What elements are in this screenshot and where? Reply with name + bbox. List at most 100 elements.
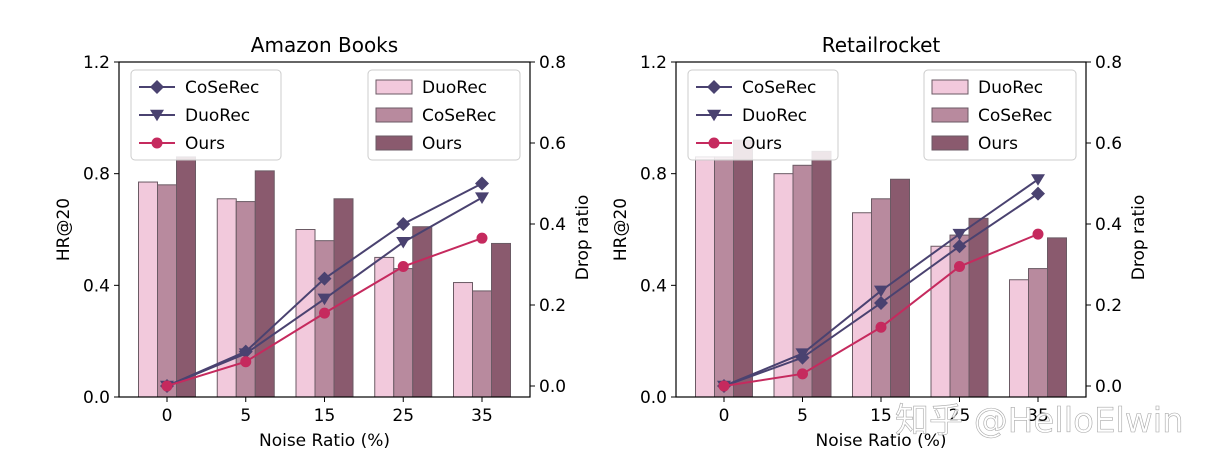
x-tick-label: 25 — [392, 406, 414, 426]
point-duorec-15 — [874, 285, 888, 298]
point-ours-35 — [476, 232, 488, 244]
bar-duorec-0 — [138, 181, 158, 398]
bar-duorec-35 — [1009, 279, 1029, 398]
bar-coserec-35 — [1028, 268, 1048, 398]
y2-tick-label: 0.4 — [1095, 215, 1122, 235]
y2-tick-label: 0.0 — [1095, 377, 1122, 397]
x-tick-label: 15 — [870, 406, 892, 426]
point-coserec-15 — [317, 271, 332, 286]
bar-duorec-25 — [930, 245, 951, 398]
legend-label-ours: Ours — [978, 134, 1018, 154]
x-tick-label: 35 — [471, 406, 493, 426]
y2-axis-label: Drop ratio — [1129, 195, 1149, 281]
point-duorec-25 — [396, 236, 411, 249]
bar-ours-35 — [491, 242, 511, 398]
y2-tick-label: 0.8 — [1095, 53, 1122, 73]
watermark: 知乎 @HelloElwin — [895, 401, 1184, 441]
point-duorec-25 — [952, 228, 967, 241]
y-tick-label: 1.2 — [640, 53, 667, 73]
chart-panel-2: 0.0 0.4 0.8 1.2 0.0 0.2 0.4 0.6 0.8 0 5 15 25 35 Retai… — [611, 33, 1149, 451]
point-ours-0 — [161, 380, 173, 392]
bar-duorec-35 — [453, 282, 473, 398]
y-tick-label: 0.4 — [83, 276, 110, 296]
point-coserec-35 — [1031, 186, 1045, 201]
legend-label-coserec: CoSeRec — [742, 78, 816, 98]
point-ours-15 — [319, 307, 330, 319]
chart-title: Amazon Books — [251, 33, 398, 57]
x-tick-label: 0 — [162, 406, 173, 426]
chart-panel-1: 0.0 0.4 0.8 1.2 0.0 0.2 0.4 0.6 0.8 0 5 15 25 35 Amazo… — [54, 33, 593, 451]
y2-tick-label: 0.6 — [1095, 134, 1122, 154]
point-ours-25 — [954, 261, 965, 273]
bar-coserec-0 — [157, 184, 177, 398]
x-tick-label: 25 — [949, 406, 971, 426]
bar-ours-25 — [968, 217, 989, 398]
bar-ours-35 — [1047, 237, 1067, 398]
legend-swatch-ours — [375, 135, 413, 151]
legend-label-ours: Ours — [742, 134, 782, 154]
point-ours-15 — [875, 321, 887, 333]
bar-coserec-0 — [714, 156, 734, 398]
legend-label-ours: Ours — [422, 134, 462, 154]
legend-marker-ours — [708, 137, 720, 149]
point-coserec-25 — [396, 217, 411, 231]
legend-swatch-ours — [931, 135, 969, 151]
x-axis-label: Noise Ratio (%) — [815, 431, 946, 451]
line-legend-box — [130, 69, 282, 161]
legend-swatch-duorec — [375, 79, 413, 95]
x-tick-label: 35 — [1027, 406, 1049, 426]
legend-label-duorec: DuoRec — [185, 106, 250, 126]
bar-coserec-25 — [949, 234, 970, 398]
bar-coserec-5 — [235, 201, 256, 398]
point-ours-5 — [240, 356, 252, 368]
legend-marker-coserec — [150, 80, 164, 94]
legend-label-coserec: CoSeRec — [422, 106, 496, 126]
y2-tick-label: 0.2 — [1095, 296, 1122, 316]
y-tick-label: 0.4 — [640, 276, 667, 296]
y2-tick-label: 0.4 — [539, 215, 566, 235]
y2-tick-label: 0.0 — [539, 377, 566, 397]
bar-ours-0 — [733, 139, 753, 398]
line-legend-box — [687, 69, 839, 161]
y-tick-label: 0.8 — [640, 165, 667, 185]
legend-label-duorec: DuoRec — [978, 78, 1043, 98]
y2-tick-label: 0.2 — [539, 296, 566, 316]
y2-tick-label: 0.8 — [539, 53, 566, 73]
y-axis-label: HR@20 — [611, 198, 631, 261]
x-tick-label: 15 — [314, 406, 336, 426]
bar-ours-0 — [176, 156, 196, 398]
bar-ours-25 — [412, 226, 433, 398]
point-ours-25 — [397, 261, 409, 273]
y-tick-label: 0.0 — [640, 388, 667, 408]
point-duorec-15 — [317, 293, 332, 306]
chart-title: Retailrocket — [822, 33, 941, 57]
legend-swatch-duorec — [931, 79, 969, 95]
point-ours-0 — [718, 380, 730, 392]
point-duorec-5 — [238, 348, 253, 360]
legend-label-coserec: CoSeRec — [185, 78, 259, 98]
legend-label-ours: Ours — [185, 134, 225, 154]
y-tick-label: 0.0 — [83, 388, 110, 408]
x-tick-label: 5 — [797, 406, 808, 426]
y-tick-label: 1.2 — [83, 53, 110, 73]
y-tick-label: 0.8 — [83, 165, 110, 185]
x-axis-label: Noise Ratio (%) — [259, 431, 390, 451]
point-ours-5 — [797, 368, 808, 380]
bar-duorec-0 — [695, 156, 715, 398]
y2-tick-label: 0.6 — [539, 134, 566, 154]
bar-ours-5 — [811, 150, 832, 398]
y2-axis-label: Drop ratio — [573, 195, 593, 281]
point-duorec-35 — [1031, 174, 1045, 186]
bar-legend: DuoRec CoSeRec Ours — [367, 69, 521, 161]
line-legend: CoSeRec DuoRec Ours — [130, 69, 282, 161]
point-coserec-35 — [475, 176, 489, 191]
bar-ours-5 — [254, 170, 275, 398]
legend-swatch-coserec — [931, 107, 969, 123]
point-duorec-5 — [795, 348, 810, 360]
x-tick-label: 0 — [719, 406, 730, 426]
legend-marker-duorec — [150, 109, 164, 122]
bar-coserec-25 — [393, 268, 414, 398]
legend-swatch-coserec — [375, 107, 413, 123]
line-legend: CoSeRec DuoRec Ours — [687, 69, 839, 161]
